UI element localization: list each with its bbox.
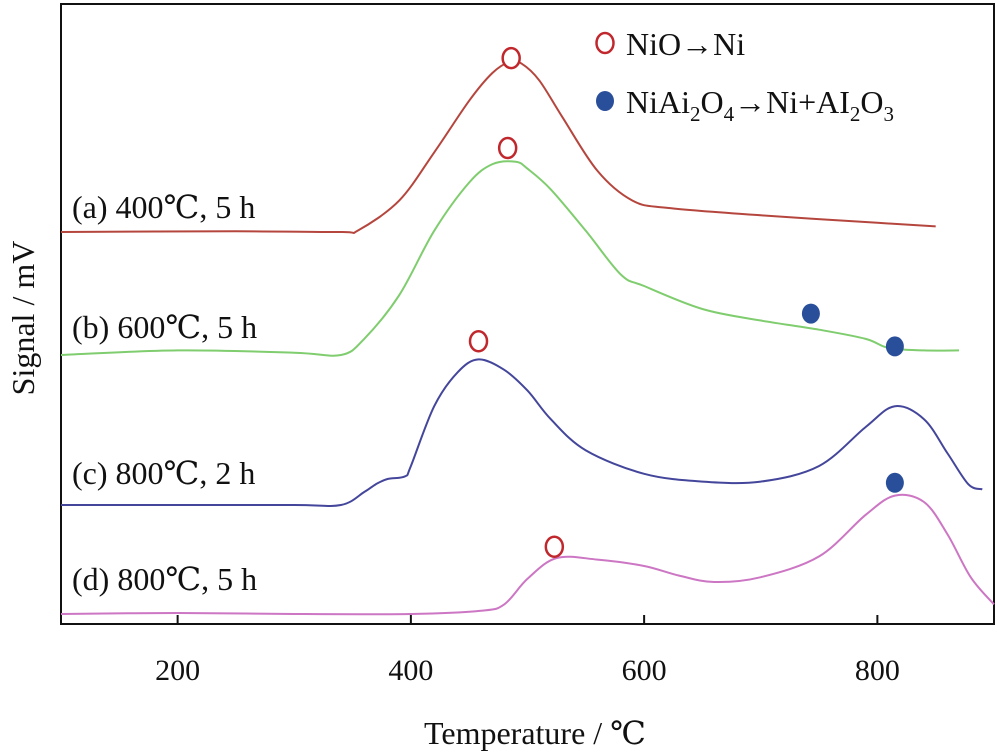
nial2o4-marker-d: [885, 472, 904, 493]
legend-label-part-3: O: [701, 84, 724, 120]
series-line-d: [60, 493, 995, 616]
legend-label-part-8: 3: [884, 102, 895, 126]
marker-layer: [468, 46, 904, 559]
legend-label-nial2o4: NiAi2O4→Ni+AI2O3: [626, 84, 894, 126]
legend-label-part-4: 4: [724, 102, 735, 126]
x-tick-label: 800: [855, 654, 900, 687]
nio-marker-d: [544, 535, 565, 559]
curve-label-c: (c) 800℃, 2 h: [72, 455, 255, 491]
curve-label-a: (a) 400℃, 5 h: [72, 189, 255, 225]
nio-marker-b: [497, 136, 518, 160]
nial2o4-marker-b: [801, 303, 820, 324]
y-axis-title: Signal / mV: [5, 241, 41, 396]
x-axis-title: Temperature / ℃: [424, 715, 646, 751]
legend-label-part-5: →Ni+AI: [734, 84, 850, 120]
nial2o4-marker-c: [885, 336, 904, 357]
nio-marker-a: [501, 46, 521, 70]
series-line-c: [61, 358, 983, 507]
x-axis-ticks: 200 400 600 800: [155, 615, 900, 687]
legend: NiO→Ni NiAi2O4→Ni+AI2O3: [595, 26, 894, 126]
legend-label-part-7: O: [860, 84, 883, 120]
x-tick-label: 600: [622, 654, 667, 687]
legend-open-circle-icon: [595, 31, 615, 55]
curve-label-b: (b) 600℃, 5 h: [72, 309, 257, 345]
plot-frame: [60, 3, 995, 625]
curve-label-d: (d) 800℃, 5 h: [72, 561, 257, 597]
legend-filled-circle-icon: [596, 91, 614, 111]
legend-label-part-1: NiAi: [626, 84, 690, 120]
legend-label-part-2: 2: [690, 102, 701, 126]
x-tick-label: 200: [155, 654, 200, 687]
series-line-b: [60, 160, 960, 357]
nio-marker-c: [468, 329, 489, 353]
legend-label-nio: NiO→Ni: [626, 26, 745, 62]
x-tick-label: 400: [388, 654, 433, 687]
legend-label-part-6: 2: [850, 102, 861, 126]
